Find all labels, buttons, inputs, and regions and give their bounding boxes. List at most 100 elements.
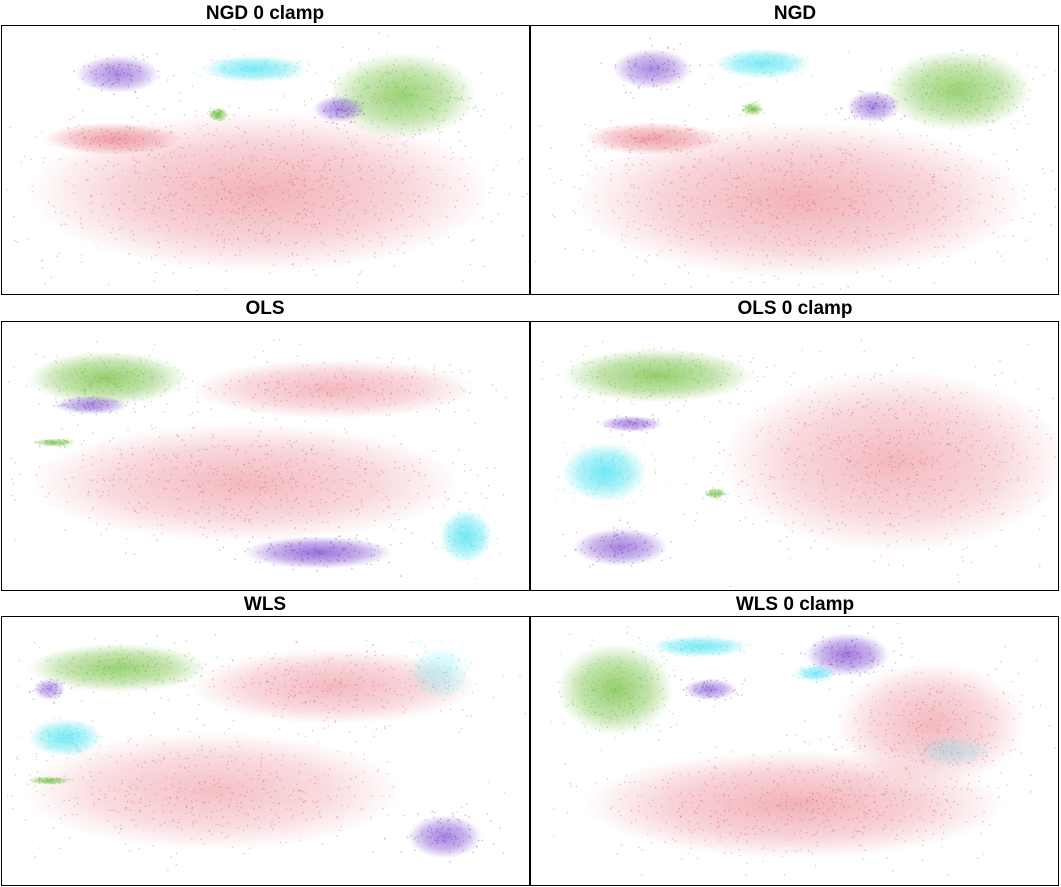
data-point [675,234,677,237]
data-point [291,254,294,256]
data-point [1004,461,1007,464]
data-point [362,113,365,116]
data-point [244,132,247,134]
data-point [259,494,262,496]
data-point [840,164,843,167]
data-point [1013,104,1015,106]
data-point [801,57,804,60]
data-point [992,119,994,122]
data-point [889,280,892,282]
data-point [1043,74,1045,76]
data-point [950,513,953,516]
data-point [802,162,804,165]
data-point [1013,75,1015,78]
data-point [826,548,828,550]
data-point [942,261,945,264]
data-point [305,452,307,455]
data-point [704,212,707,214]
data-point [403,465,406,467]
data-point [342,250,345,252]
data-point [742,110,744,112]
data-point [883,113,885,116]
cluster-points [109,338,507,434]
data-point [621,239,624,241]
data-point [134,464,137,467]
data-point [993,97,995,99]
data-point [802,206,804,209]
data-point [209,213,212,216]
data-point [151,428,153,430]
data-point [951,113,953,115]
data-point [291,180,294,183]
data-point [161,515,164,517]
data-point [272,546,274,549]
data-point [115,412,118,414]
data-point [952,182,954,184]
data-point [882,414,885,416]
data-point [282,172,284,174]
data-point [429,87,431,90]
data-point [559,396,562,398]
data-point [300,468,303,471]
data-point [619,363,622,366]
data-point [306,364,309,366]
data-point [918,495,920,498]
data-point [826,528,829,530]
data-point [291,445,293,448]
data-point [220,484,223,487]
data-point [589,159,592,162]
data-point [366,446,368,448]
data-point [852,240,855,243]
data-point [66,438,69,440]
data-point [390,72,392,75]
data-point [453,411,456,413]
data-point [341,201,344,204]
data-point [285,545,288,547]
data-point [831,175,833,177]
data-point [808,249,810,251]
data-point [63,444,66,446]
data-point [944,186,947,189]
cluster-cloud [202,55,308,83]
data-point [704,201,706,203]
data-point [1012,234,1014,237]
data-point [911,67,913,70]
data-point [1005,96,1008,98]
data-point [326,94,328,97]
data-point [541,378,543,380]
data-point [1043,172,1045,174]
data-point [441,547,443,550]
data-point [253,69,256,71]
data-point [364,472,367,474]
data-point [638,352,641,354]
data-point [132,156,134,159]
data-point [847,51,850,54]
data-point [862,492,865,494]
data-point [226,209,229,211]
data-point [916,474,919,476]
data-point [95,374,98,376]
data-point [452,551,455,553]
data-point [346,482,349,485]
data-point [787,70,790,73]
data-point [1022,109,1024,112]
data-point [748,103,750,106]
data-point [112,176,114,178]
data-point [857,227,860,230]
data-point [254,188,256,190]
data-point [643,139,645,142]
data-point [640,152,642,155]
data-point [142,54,144,56]
data-point [765,70,767,73]
data-point [148,154,150,157]
data-point [460,372,463,374]
data-point [706,118,708,121]
data-point [929,478,932,481]
data-point [348,185,350,187]
data-point [709,72,711,75]
data-point [115,77,118,80]
data-point [219,110,221,113]
data-point [829,176,831,178]
data-point [884,487,886,489]
data-point [344,221,346,224]
